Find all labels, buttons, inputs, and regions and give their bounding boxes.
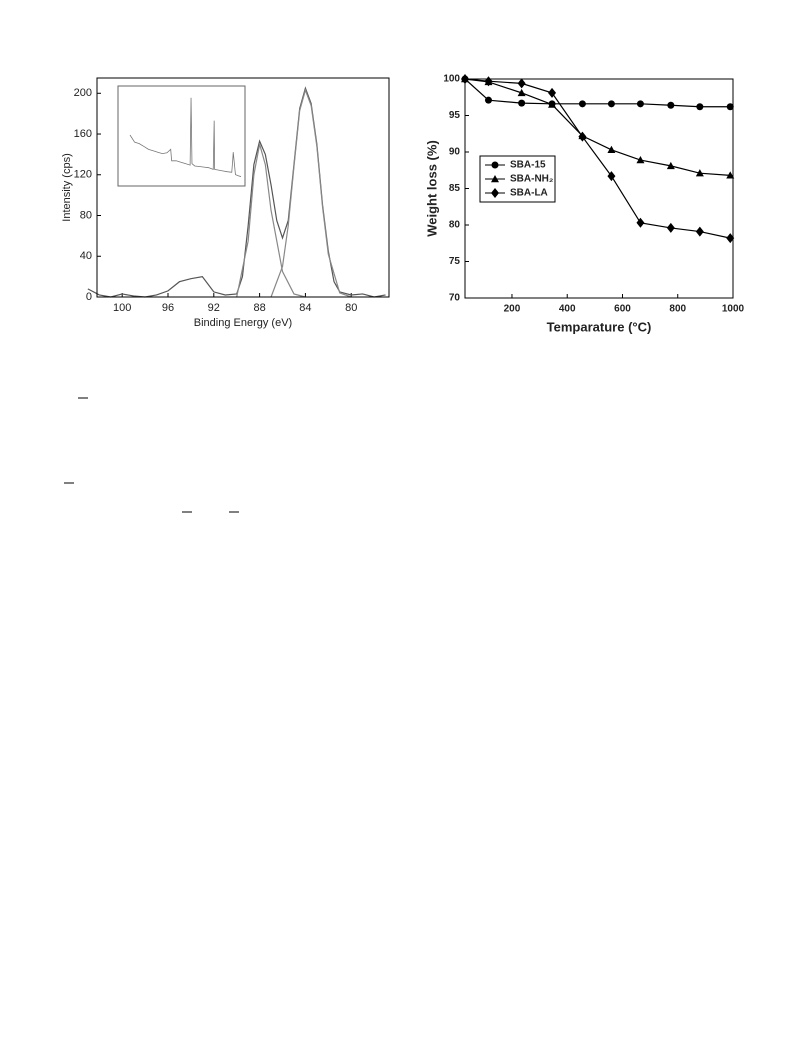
series-line (464, 78, 731, 108)
marker (517, 88, 526, 97)
x-tick-label: 800 (669, 304, 686, 315)
marker (607, 171, 616, 182)
x-tick-label: 92 (208, 302, 220, 314)
marker (548, 87, 557, 98)
legend-marker (491, 175, 499, 183)
y-tick-label: 80 (80, 209, 92, 221)
y-tick-label: 100 (443, 74, 460, 85)
legend-marker (491, 188, 499, 198)
marker (636, 156, 645, 164)
marker (726, 103, 734, 111)
y-tick-label: 95 (449, 110, 461, 121)
marker (696, 103, 704, 111)
marker (484, 96, 492, 104)
y-tick-label: 85 (449, 183, 461, 194)
marker (517, 78, 526, 89)
x-tick-label: 84 (299, 302, 311, 314)
x-tick-label: 600 (614, 304, 631, 315)
y-tick-label: 160 (74, 128, 92, 140)
marker (695, 169, 704, 177)
legend-label: SBA-NH₂ (510, 174, 553, 185)
inset-frame (117, 85, 246, 187)
x-tick-label: 88 (253, 302, 265, 314)
y-tick-label: 75 (449, 256, 461, 267)
y-axis-label: Intensity (cps) (61, 153, 73, 221)
marker (578, 131, 587, 142)
y-tick-label: 40 (80, 250, 92, 262)
y-tick-label: 120 (74, 169, 92, 181)
y-axis-label: Weight loss (%) (424, 140, 439, 237)
marker (607, 100, 615, 108)
x-axis-label: Temparature (°C) (547, 319, 652, 334)
marker (636, 100, 644, 108)
x-tick-label: 100 (113, 302, 131, 314)
series-line (464, 78, 731, 239)
y-tick-label: 90 (449, 147, 461, 158)
x-tick-label: 400 (559, 304, 576, 315)
chart: 100 96 92 88 84 80 0 40 80 120 160 200 Binding Energ… (61, 77, 390, 329)
plot-frame (464, 78, 734, 299)
marker (695, 226, 704, 237)
y-tick-label: 200 (74, 87, 92, 99)
inset-line (129, 97, 242, 177)
x-tick-label: 80 (345, 302, 357, 314)
series-line (464, 78, 731, 176)
x-tick-label: 1000 (722, 304, 745, 315)
marker (667, 101, 675, 109)
legend-label: SBA-15 (510, 160, 546, 171)
y-tick-label: 0 (86, 291, 92, 303)
x-tick-label: 200 (504, 304, 521, 315)
marker (548, 100, 557, 108)
marker (726, 233, 735, 244)
legend-label: SBA-LA (510, 188, 548, 199)
marker (666, 161, 675, 170)
legend-marker (491, 161, 499, 169)
marker (666, 222, 675, 233)
y-tick-label: 80 (449, 220, 461, 231)
plot-frame (96, 77, 390, 298)
series-line (270, 88, 352, 298)
marker (607, 145, 616, 154)
y-tick-label: 70 (449, 293, 461, 304)
x-tick-label: 96 (162, 302, 174, 314)
series-line (236, 144, 306, 298)
marker (636, 217, 645, 228)
marker (518, 99, 526, 107)
chart: 200 400 600 800 1000 70 75 80 85 90 95 100 Temparatu… (424, 74, 744, 335)
marker (578, 100, 586, 108)
x-axis-label: Binding Energy (eV) (194, 317, 292, 329)
marker (726, 171, 735, 179)
